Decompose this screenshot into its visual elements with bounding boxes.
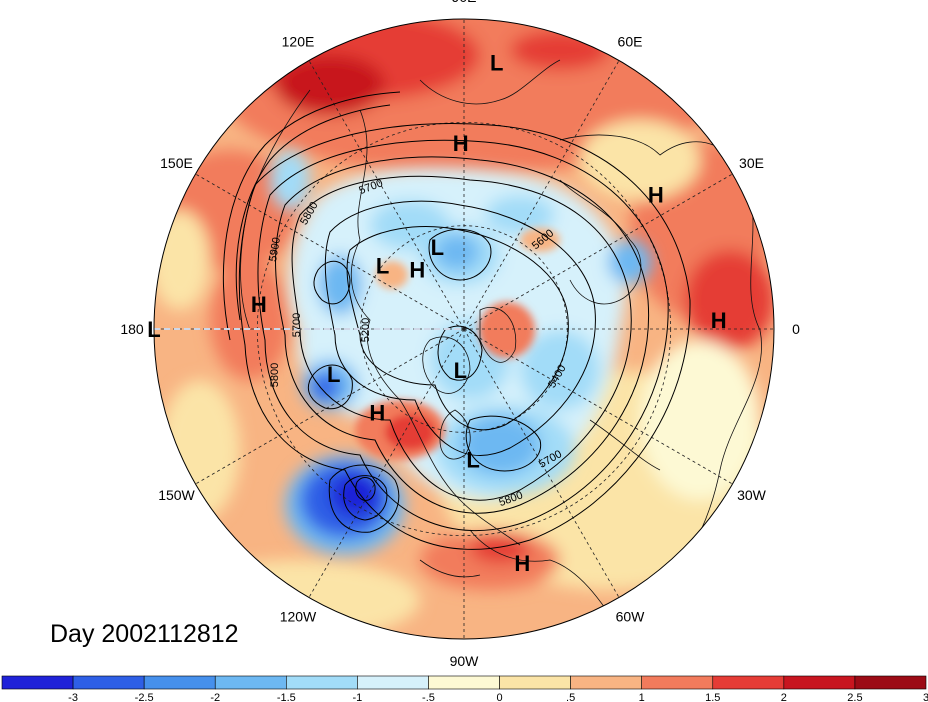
colorbar: -3 -2.5 -2 -1.5 -1 -.5 0 .5 1 1.5 2 2.5 3	[1, 675, 928, 702]
colorbar-swatch-10	[712, 675, 785, 690]
contour-label-2: 5900	[267, 236, 283, 262]
high-center-1: H	[453, 131, 469, 156]
height-contours	[222, 91, 691, 550]
colorbar-tick-1: -2.5	[135, 692, 154, 702]
contour-10	[465, 415, 542, 472]
contour-9	[313, 260, 351, 305]
lon-label-6: 90W	[450, 653, 480, 669]
longitude-labels: 90E 60E 30E 0 30W 60W 90W 120W 150W 180 150E 120E	[120, 0, 800, 669]
colorbar-tick-3: -1.5	[277, 692, 296, 702]
colorbar-tick-8: 1	[639, 692, 645, 702]
lon-label-0: 90E	[452, 0, 477, 5]
colorbar-swatch-11	[783, 675, 856, 690]
map-boundary	[153, 18, 775, 640]
contour-11	[328, 464, 400, 533]
colorbar-tick-2: -2	[210, 692, 220, 702]
lon-label-3: 0	[792, 321, 800, 337]
high-center-8: H	[711, 308, 727, 333]
contour-7	[437, 325, 483, 381]
contour-label-4: 5800	[269, 363, 281, 387]
colorbar-tick-10: 2	[781, 692, 787, 702]
high-center-4: H	[409, 257, 425, 282]
low-center-10: L	[327, 362, 340, 387]
colorbar-tick-12: 3	[923, 692, 928, 702]
lon-label-1: 60E	[618, 33, 643, 49]
low-center-12: L	[466, 448, 479, 473]
high-center-6: H	[251, 292, 267, 317]
low-center-5: L	[376, 253, 389, 278]
contour-4	[324, 200, 596, 456]
colorbar-swatch-8	[570, 675, 642, 690]
colorbar-swatch-6	[428, 675, 500, 690]
colorbar-tick-6: 0	[496, 692, 502, 702]
colorbar-swatch-7	[499, 675, 571, 690]
contour-3	[238, 123, 691, 550]
low-center-0: L	[490, 50, 503, 75]
colorbar-tick-9: 1.5	[705, 692, 720, 702]
lon-label-5: 60W	[616, 609, 646, 625]
low-center-3: L	[431, 235, 444, 260]
contour-13	[355, 477, 376, 501]
colorbar-swatch-2	[143, 675, 216, 690]
contour-14	[235, 104, 391, 321]
colorbar-swatch-5	[357, 675, 429, 690]
colorbar-swatch-9	[641, 675, 714, 690]
lon-label-7: 120W	[280, 609, 317, 625]
contour-label-5: 5200	[360, 318, 372, 342]
colorbar-swatch-1	[72, 675, 145, 690]
colorbar-tick-7: .5	[566, 692, 575, 702]
colorbar-swatch-12	[854, 675, 927, 690]
colorbar-swatch-4	[286, 675, 358, 690]
lon-label-9: 180	[120, 321, 144, 337]
low-center-9: L	[454, 358, 467, 383]
colorbar-tick-5: -.5	[422, 692, 435, 702]
contour-15	[222, 91, 401, 341]
colorbar-tick-11: 2.5	[847, 692, 862, 702]
colorbar-tick-0: -3	[68, 692, 78, 702]
high-center-11: H	[369, 401, 385, 426]
contour-2	[257, 139, 669, 531]
colorbar-swatch-0	[1, 675, 74, 690]
contour-1	[275, 156, 650, 514]
temperature-anomaly-shading	[154, 19, 774, 639]
lon-label-4: 30W	[737, 487, 767, 503]
lon-label-8: 150W	[158, 487, 195, 503]
day-label: Day 2002112812	[50, 620, 239, 648]
contour-0	[291, 175, 632, 501]
contour-label-3: 5700	[291, 313, 303, 337]
colorbar-swatch-3	[214, 675, 287, 690]
high-center-2: H	[648, 183, 664, 208]
contour-12	[343, 475, 388, 521]
contour-6	[428, 228, 492, 281]
high-center-13: H	[514, 551, 530, 576]
lon-label-2: 30E	[739, 155, 764, 171]
lon-label-10: 150E	[160, 155, 193, 171]
low-center-7: L	[147, 317, 160, 342]
colorbar-tick-4: -1	[352, 692, 362, 702]
lon-label-11: 120E	[282, 33, 315, 49]
contour-8	[307, 364, 353, 410]
